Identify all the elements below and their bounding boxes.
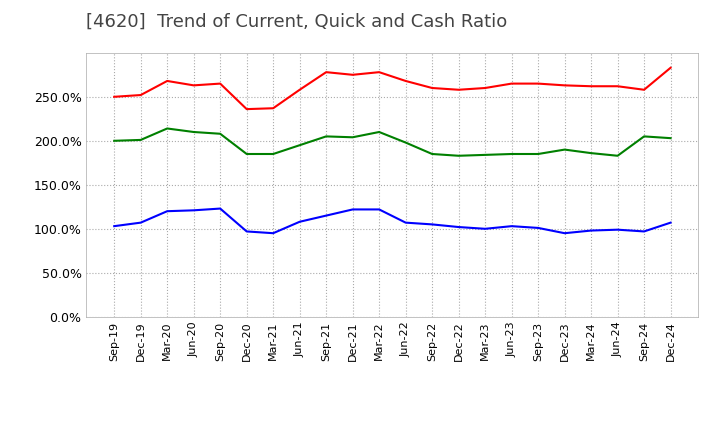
Current Ratio xyxy=(454,87,463,92)
Text: [4620]  Trend of Current, Quick and Cash Ratio: [4620] Trend of Current, Quick and Cash … xyxy=(86,13,508,31)
Current Ratio xyxy=(295,87,304,92)
Quick Ratio xyxy=(587,150,595,156)
Line: Quick Ratio: Quick Ratio xyxy=(114,128,670,156)
Quick Ratio xyxy=(110,138,119,143)
Current Ratio xyxy=(401,78,410,84)
Cash Ratio xyxy=(216,206,225,211)
Quick Ratio xyxy=(216,131,225,136)
Current Ratio xyxy=(481,85,490,91)
Current Ratio xyxy=(666,65,675,70)
Current Ratio xyxy=(640,87,649,92)
Current Ratio xyxy=(243,106,251,112)
Quick Ratio xyxy=(401,140,410,145)
Current Ratio xyxy=(375,70,384,75)
Quick Ratio xyxy=(508,151,516,157)
Cash Ratio xyxy=(613,227,622,232)
Quick Ratio xyxy=(348,135,357,140)
Cash Ratio xyxy=(322,213,330,218)
Cash Ratio xyxy=(348,207,357,212)
Current Ratio xyxy=(322,70,330,75)
Current Ratio xyxy=(613,84,622,89)
Cash Ratio xyxy=(401,220,410,225)
Cash Ratio xyxy=(481,226,490,231)
Quick Ratio xyxy=(243,151,251,157)
Current Ratio xyxy=(587,84,595,89)
Cash Ratio xyxy=(163,209,171,214)
Current Ratio xyxy=(216,81,225,86)
Cash Ratio xyxy=(110,224,119,229)
Current Ratio xyxy=(269,106,277,111)
Quick Ratio xyxy=(560,147,569,152)
Quick Ratio xyxy=(666,136,675,141)
Current Ratio xyxy=(348,72,357,77)
Cash Ratio xyxy=(428,222,436,227)
Quick Ratio xyxy=(189,129,198,135)
Cash Ratio xyxy=(560,231,569,236)
Line: Cash Ratio: Cash Ratio xyxy=(114,209,670,233)
Cash Ratio xyxy=(269,231,277,236)
Quick Ratio xyxy=(295,143,304,148)
Line: Current Ratio: Current Ratio xyxy=(114,68,670,109)
Quick Ratio xyxy=(375,129,384,135)
Quick Ratio xyxy=(640,134,649,139)
Quick Ratio xyxy=(613,153,622,158)
Quick Ratio xyxy=(534,151,542,157)
Cash Ratio xyxy=(189,208,198,213)
Cash Ratio xyxy=(136,220,145,225)
Cash Ratio xyxy=(534,225,542,231)
Current Ratio xyxy=(163,78,171,84)
Cash Ratio xyxy=(375,207,384,212)
Quick Ratio xyxy=(322,134,330,139)
Quick Ratio xyxy=(136,137,145,143)
Current Ratio xyxy=(428,85,436,91)
Cash Ratio xyxy=(640,229,649,234)
Cash Ratio xyxy=(295,219,304,224)
Quick Ratio xyxy=(454,153,463,158)
Quick Ratio xyxy=(481,152,490,158)
Cash Ratio xyxy=(508,224,516,229)
Cash Ratio xyxy=(243,229,251,234)
Current Ratio xyxy=(508,81,516,86)
Cash Ratio xyxy=(666,220,675,225)
Current Ratio xyxy=(136,92,145,98)
Current Ratio xyxy=(110,94,119,99)
Quick Ratio xyxy=(269,151,277,157)
Quick Ratio xyxy=(428,151,436,157)
Cash Ratio xyxy=(587,228,595,233)
Cash Ratio xyxy=(454,224,463,230)
Current Ratio xyxy=(189,83,198,88)
Current Ratio xyxy=(534,81,542,86)
Quick Ratio xyxy=(163,126,171,131)
Current Ratio xyxy=(560,83,569,88)
